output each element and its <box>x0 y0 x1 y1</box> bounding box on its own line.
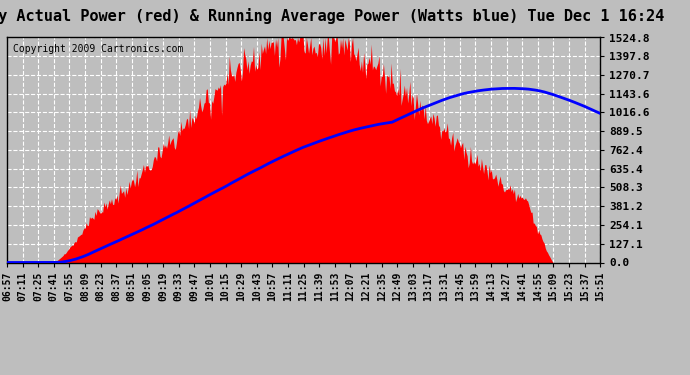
Text: Copyright 2009 Cartronics.com: Copyright 2009 Cartronics.com <box>13 44 184 54</box>
Text: West Array Actual Power (red) & Running Average Power (Watts blue) Tue Dec 1 16:: West Array Actual Power (red) & Running … <box>0 8 664 24</box>
